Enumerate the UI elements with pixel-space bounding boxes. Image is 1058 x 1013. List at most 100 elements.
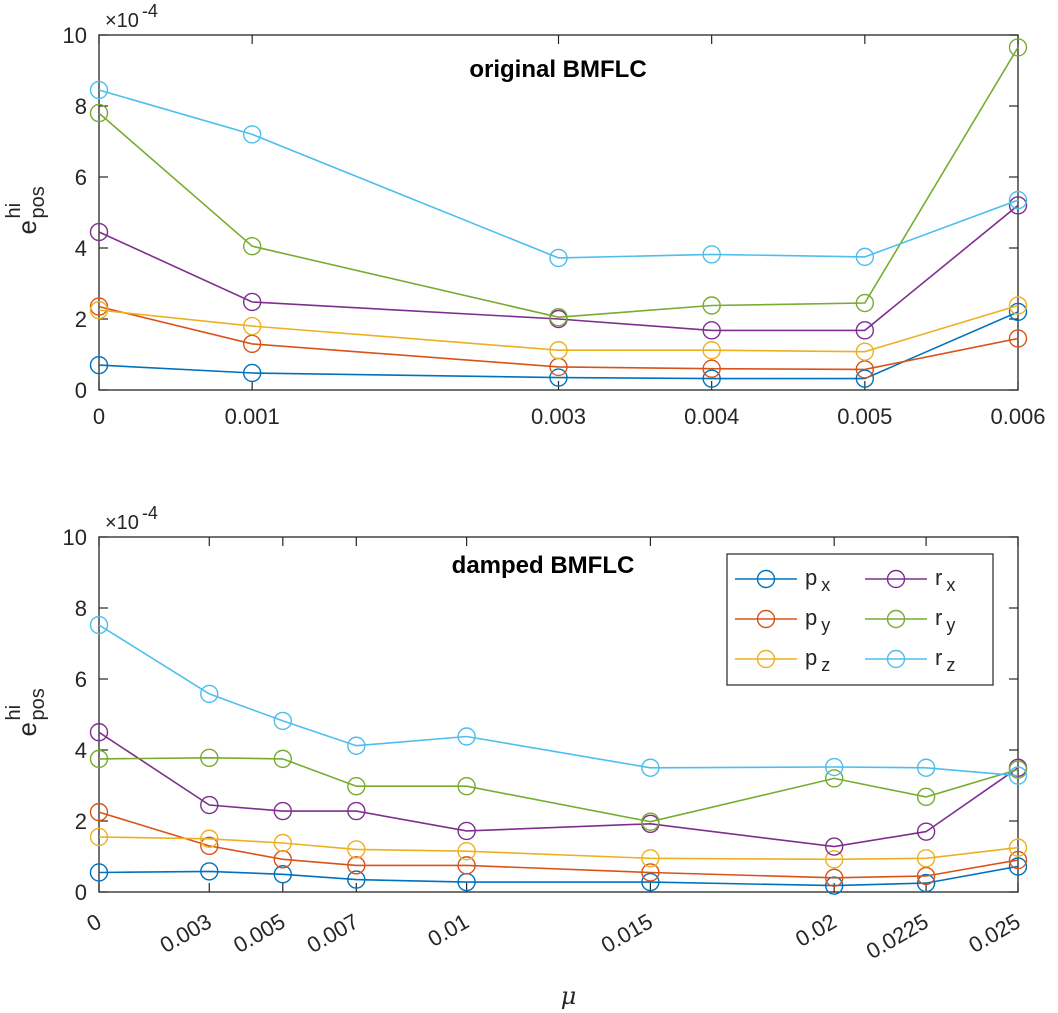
- x-tick-label: 0.003: [156, 909, 216, 958]
- data-point: [89, 300, 109, 320]
- data-point: [702, 296, 721, 315]
- series-px: [89, 302, 1028, 388]
- data-point: [200, 684, 219, 704]
- data-point: [825, 837, 844, 856]
- series-line: [98, 89, 1019, 259]
- y-tick-label: 6: [75, 667, 87, 692]
- x-tick-label: 0.025: [964, 909, 1024, 958]
- y-axis-label-sup: hi: [3, 203, 25, 219]
- data-point: [242, 292, 262, 312]
- data-point: [825, 769, 844, 788]
- data-point: [273, 749, 292, 769]
- data-point: [916, 758, 936, 777]
- data-point: [641, 849, 660, 868]
- data-point: [89, 863, 109, 882]
- series-line: [98, 46, 1019, 319]
- data-point: [89, 297, 109, 316]
- data-point: [855, 360, 875, 379]
- y-axis-label-sub: pos: [27, 186, 49, 218]
- data-point: [855, 321, 875, 340]
- data-point: [549, 368, 568, 387]
- x-tick-label: 0.001: [225, 404, 280, 429]
- y-axis-label-main: e: [12, 220, 42, 234]
- data-point: [1008, 38, 1028, 57]
- data-point: [855, 342, 875, 361]
- data-point: [702, 369, 721, 388]
- data-point: [200, 862, 219, 881]
- x-tick-label: 0.015: [597, 909, 657, 958]
- data-point: [200, 795, 219, 815]
- data-point: [1008, 302, 1028, 322]
- legend-marker: [756, 649, 776, 669]
- data-point: [242, 334, 262, 354]
- x-tick-label: 0: [93, 404, 105, 429]
- data-point: [242, 125, 262, 144]
- chart-title: damped BMFLC: [452, 552, 635, 579]
- y-tick-label: 10: [63, 525, 87, 550]
- data-point: [89, 80, 109, 100]
- data-point: [1008, 296, 1028, 315]
- y-tick-label: 4: [75, 738, 87, 763]
- y-exponent-label: ×10 -4: [105, 503, 158, 534]
- series-ry: [89, 38, 1028, 327]
- data-point: [916, 822, 936, 841]
- legend-marker: [886, 609, 906, 629]
- data-point: [89, 827, 109, 847]
- data-point: [1008, 850, 1028, 870]
- y-tick-label: 0: [75, 880, 87, 905]
- data-point: [916, 873, 936, 893]
- chart-panel-2: 0 2 4 6 8 10 ×10 -4 0 0.003 0.005 0.007 0.01 0.015 0.0…: [3, 503, 1028, 1010]
- data-point: [457, 841, 476, 861]
- y-tick-label: 2: [75, 307, 87, 332]
- data-point: [825, 850, 844, 869]
- legend-marker: [756, 609, 776, 629]
- series-line: [98, 204, 1019, 332]
- data-point: [641, 758, 660, 777]
- data-point: [242, 237, 262, 256]
- data-point: [1008, 196, 1028, 215]
- data-point: [457, 821, 476, 841]
- x-tick-label: 0.01: [424, 909, 474, 952]
- x-tick-label: 0.005: [229, 909, 289, 958]
- x-axis-label: μ: [561, 982, 577, 1010]
- series-rz: [89, 615, 1028, 785]
- data-point: [273, 801, 292, 821]
- data-point: [273, 865, 292, 884]
- x-tick-label: 0.006: [990, 404, 1045, 429]
- data-point: [347, 870, 366, 889]
- data-point: [1008, 760, 1028, 779]
- data-point: [457, 727, 476, 746]
- series-line: [98, 836, 1019, 861]
- x-tick-label: 0.0225: [862, 909, 933, 964]
- data-point: [916, 866, 936, 886]
- data-point: [641, 812, 660, 831]
- data-point: [242, 316, 262, 336]
- legend-marker: [886, 649, 906, 669]
- data-point: [89, 615, 109, 635]
- data-point: [825, 757, 844, 777]
- y-tick-label: 2: [75, 809, 87, 834]
- data-point: [641, 872, 660, 892]
- data-point: [1008, 838, 1028, 857]
- y-exponent-label: ×10 -4: [105, 1, 158, 32]
- series-line: [98, 305, 1019, 371]
- legend: p xp yp zr xr yr z: [726, 553, 994, 686]
- x-tick-label: 0.003: [531, 404, 586, 429]
- data-point: [89, 103, 109, 123]
- data-point: [200, 748, 219, 768]
- series-rz: [89, 80, 1028, 268]
- chart-panel-1: 0 2 4 6 8 10 ×10 -4 0 0.001 0.003 0.004 0.005 0.006 or…: [3, 1, 1046, 429]
- data-point: [89, 802, 109, 822]
- series-line: [98, 731, 1019, 848]
- data-point: [1008, 190, 1028, 210]
- series-line: [98, 865, 1019, 887]
- y-tick-label: 8: [75, 94, 87, 119]
- data-point: [855, 247, 875, 267]
- data-point: [916, 787, 936, 807]
- y-axis-label: ehi pos: [3, 186, 49, 234]
- y-tick-label: 10: [63, 23, 87, 48]
- data-point: [89, 222, 109, 242]
- data-point: [457, 777, 476, 796]
- chart-title: original BMFLC: [469, 56, 646, 83]
